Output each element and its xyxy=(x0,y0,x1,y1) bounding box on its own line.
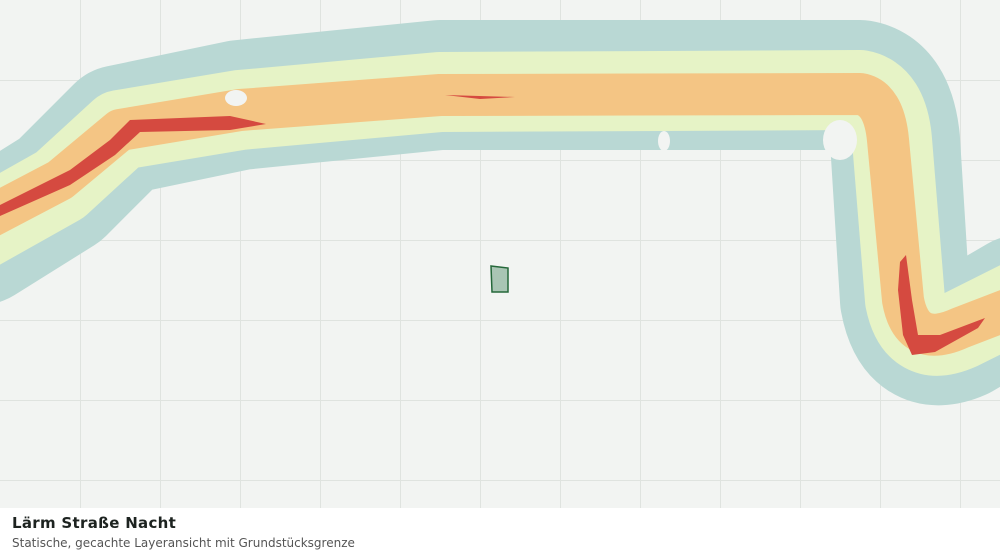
noise-gap xyxy=(225,90,247,106)
noise-gap xyxy=(823,120,857,160)
caption: Lärm Straße Nacht Statische, gecachte La… xyxy=(0,508,1000,560)
noise-zone-max xyxy=(445,95,515,99)
noise-zone-max xyxy=(0,116,266,216)
noise-zone-high xyxy=(0,73,1000,356)
layer-title: Lärm Straße Nacht xyxy=(12,514,177,532)
noise-gap xyxy=(658,131,670,151)
noise-zone-max xyxy=(898,255,985,355)
layer-subtitle: Statische, gecachte Layeransicht mit Gru… xyxy=(12,536,355,550)
parcel-boundary[interactable] xyxy=(490,265,509,293)
noise-layer xyxy=(0,20,1000,406)
map-view xyxy=(0,0,1000,508)
